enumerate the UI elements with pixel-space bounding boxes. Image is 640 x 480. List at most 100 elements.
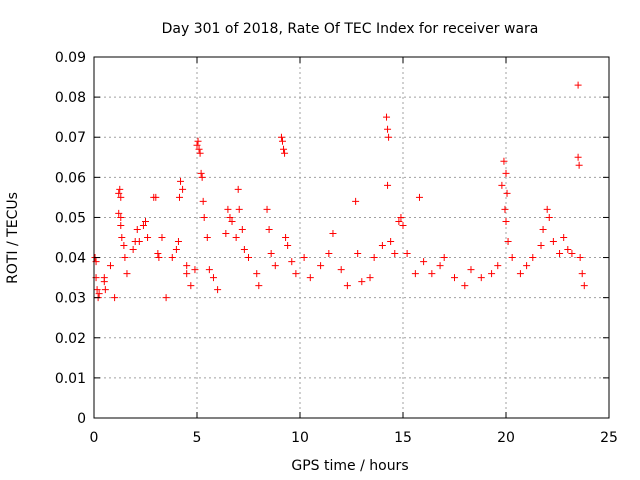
data-point (196, 149, 204, 157)
data-point (502, 217, 510, 225)
data-point (403, 250, 411, 258)
data-point (292, 270, 300, 278)
data-point (508, 254, 516, 262)
data-point (451, 274, 458, 282)
x-tick-label: 25 (600, 430, 618, 446)
data-point (224, 205, 232, 213)
data-point (240, 246, 248, 254)
data-point (467, 266, 475, 274)
data-point (337, 266, 345, 274)
data-point (144, 234, 152, 241)
data-point (503, 189, 511, 197)
data-point (205, 266, 213, 274)
x-tick-label: 10 (291, 430, 309, 446)
data-point (191, 266, 199, 274)
data-point (385, 133, 393, 141)
data-point (574, 81, 582, 89)
data-point (358, 278, 366, 286)
data-point (111, 294, 119, 302)
data-point (177, 177, 185, 185)
data-point (306, 274, 314, 282)
data-point (100, 278, 108, 286)
x-tick-label: 5 (193, 430, 202, 446)
data-point (226, 213, 234, 221)
y-tick-label: 0.02 (55, 331, 86, 347)
data-point (117, 213, 125, 221)
data-point (576, 254, 584, 262)
data-point (115, 189, 123, 197)
data-point (574, 153, 582, 161)
data-point (440, 254, 448, 262)
data-point (199, 197, 207, 205)
data-point (317, 262, 325, 270)
data-point (203, 234, 211, 241)
data-point (543, 205, 551, 213)
x-axis-ticks: 0 5 10 15 20 25 (90, 57, 618, 446)
data-point (575, 161, 583, 169)
data-point (354, 250, 362, 258)
data-point (228, 217, 236, 225)
data-point (253, 270, 261, 278)
y-axis-label: ROTI / TECUs (5, 192, 21, 284)
data-point (428, 270, 436, 278)
y-tick-label: 0.08 (55, 90, 86, 106)
y-tick-label: 0.06 (55, 170, 86, 186)
y-tick-label: 0 (77, 411, 86, 427)
y-tick-label: 0.01 (55, 371, 86, 387)
data-point (411, 270, 419, 278)
data-point (504, 238, 512, 246)
x-tick-label: 0 (90, 430, 99, 446)
y-tick-label: 0.04 (55, 251, 86, 267)
data-point (120, 242, 128, 250)
plot-frame (93, 56, 610, 419)
y-tick-label: 0.09 (55, 50, 86, 66)
data-point (263, 205, 271, 213)
data-point (175, 193, 183, 201)
x-tick-label: 20 (497, 430, 515, 446)
data-point (183, 270, 191, 278)
data-point (154, 250, 162, 258)
data-point (133, 225, 141, 233)
data-point (343, 282, 351, 290)
data-point (209, 274, 217, 282)
data-point (391, 250, 399, 258)
data-point (245, 254, 252, 262)
data-point (235, 205, 243, 213)
data-point (378, 242, 386, 250)
data-point (384, 181, 392, 189)
data-point (370, 254, 378, 262)
data-point (129, 246, 137, 254)
data-point (578, 270, 586, 278)
data-point (395, 217, 403, 225)
data-point (106, 262, 114, 270)
data-point (477, 274, 485, 282)
data-point (366, 274, 374, 282)
data-point (265, 225, 273, 233)
data-point (415, 193, 423, 201)
data-point (162, 294, 170, 302)
data-point (116, 185, 124, 193)
data-point (238, 225, 246, 233)
data-point (95, 290, 103, 298)
data-point (494, 262, 502, 270)
data-point (123, 270, 131, 278)
data-point (232, 234, 240, 241)
data-point (325, 250, 333, 258)
data-point (537, 242, 545, 250)
data-point (387, 238, 395, 246)
data-point (501, 205, 509, 213)
y-tick-label: 0.05 (55, 210, 86, 226)
data-point (267, 250, 275, 258)
data-point (500, 157, 508, 165)
data-point (384, 125, 392, 133)
data-point (158, 234, 166, 241)
data-point (282, 234, 290, 241)
data-point (117, 193, 125, 201)
data-point (195, 145, 203, 153)
data-point (516, 270, 524, 278)
data-point (556, 250, 564, 258)
data-point (198, 173, 206, 181)
x-axis-label: GPS time / hours (291, 458, 408, 474)
data-point (278, 137, 286, 145)
